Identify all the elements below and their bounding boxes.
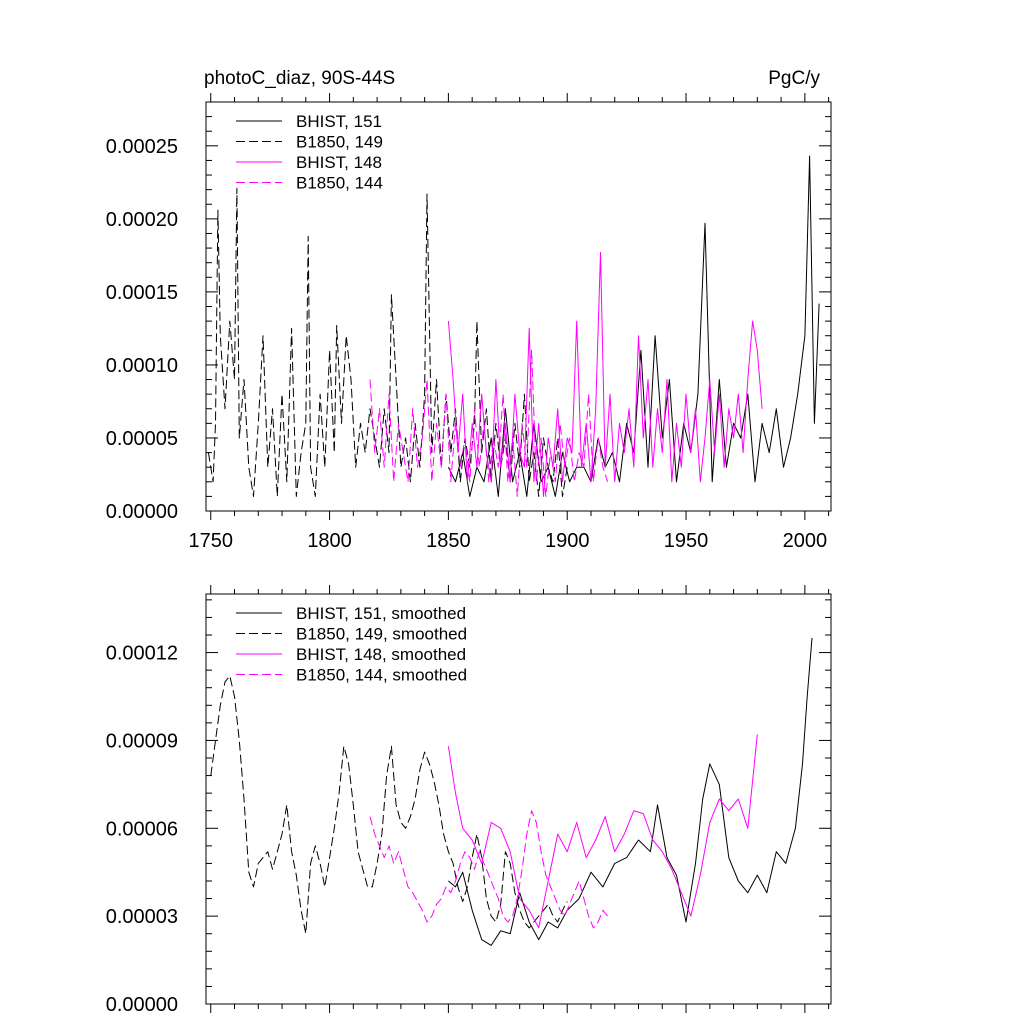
bottom-legend-label: BHIST, 148, smoothed [296,645,466,664]
bottom-series-line-2 [210,675,568,935]
bottom-series-line-1 [448,637,813,946]
bottom-legend-label: BHIST, 151, smoothed [296,604,466,623]
top-series-group [207,155,820,497]
top-chart-units: PgC/y [768,68,820,89]
top-legend-label: B1850, 144 [296,174,383,193]
top-x-tick-label: 1800 [307,530,352,552]
top-x-tick-label: 1750 [189,530,234,552]
top-x-tick-label: 1850 [426,530,471,552]
top-legend-label: BHIST, 148 [296,153,382,172]
bottom-legend-label: B1850, 144, smoothed [296,666,467,685]
bottom-series-line-4 [369,810,608,929]
top-series-line-3 [447,252,763,497]
top-series-line-2 [207,187,568,497]
bottom-series-line-3 [447,734,758,929]
top-chart-panel: photoC_diaz, 90S-44S PgC/y 1750 1800 1850 1… [106,68,832,552]
bottom-y-tick-label: 0.00000 [106,994,178,1016]
bottom-y-tick-label: 0.00006 [106,818,178,840]
bottom-chart-panel: 0.00000 0.00003 0.00006 0.00009 0.00012 BHIST… [106,585,832,1016]
top-x-tick-label: 1900 [545,530,590,552]
top-y-tick-label: 0.00025 [106,136,178,158]
top-x-tick-label: 2000 [783,530,828,552]
bottom-legend-label: B1850, 149, smoothed [296,625,467,644]
top-legend-label: BHIST, 151 [296,112,382,131]
bottom-y-tick-label: 0.00003 [106,906,178,928]
top-y-tick-label: 0.00000 [106,501,178,523]
top-legend-label: B1850, 149 [296,133,383,152]
top-x-tick-label: 1950 [664,530,709,552]
top-series-line-4 [369,349,609,497]
top-y-tick-label: 0.00010 [106,355,178,377]
bottom-plot-frame [205,593,832,1005]
bottom-y-tick-label: 0.00012 [106,643,178,665]
top-y-tick-label: 0.00015 [106,282,178,304]
top-y-tick-label: 0.00005 [106,428,178,450]
bottom-y-tick-label: 0.00009 [106,730,178,752]
top-y-tick-label: 0.00020 [106,209,178,231]
top-chart-title: photoC_diaz, 90S-44S [204,68,395,89]
bottom-series-group [210,637,813,946]
